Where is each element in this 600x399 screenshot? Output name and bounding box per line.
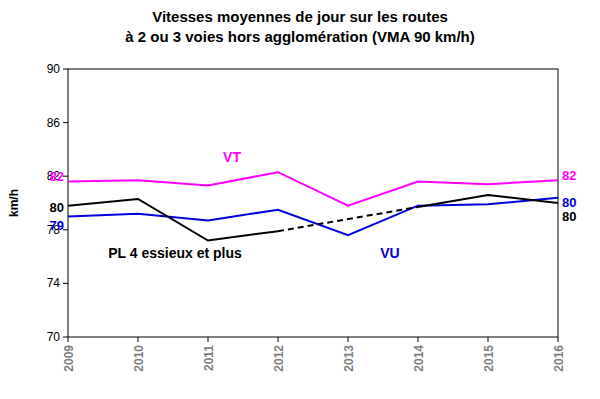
x-tick [558,337,559,342]
data-label: 80 [562,195,576,210]
gap-bridge [278,207,418,231]
x-tick [208,337,209,342]
series-line [418,195,558,207]
y-tick [63,69,68,70]
y-axis-label: km/h [7,189,21,217]
x-tick-label: 2013 [342,345,356,372]
y-tick [63,122,68,123]
x-tick-label: 2009 [62,345,76,372]
series-line [68,198,558,236]
x-tick [278,337,279,342]
x-tick [138,337,139,342]
y-tick-label: 74 [47,276,61,290]
y-tick [63,337,68,338]
plot-frame [68,69,558,337]
series-line [68,199,278,241]
y-tick-label: 70 [47,330,61,344]
x-tick-label: 2016 [552,345,566,372]
data-label: 80 [562,209,576,224]
x-tick-label: 2015 [482,345,496,372]
chart: Vitesses moyennes de jour sur les routes… [0,0,600,399]
series-name: PL 4 essieux et plus [108,245,242,261]
series-name: VU [380,245,399,261]
series-group [68,172,558,240]
data-label: 82 [562,168,576,183]
x-tick-label: 2010 [132,345,146,372]
x-tick-label: 2012 [272,345,286,372]
x-tick-label: 2014 [412,345,426,372]
x-tick [488,337,489,342]
data-label: 80 [50,200,64,215]
y-tick-label: 90 [47,62,61,76]
y-tick [63,283,68,284]
x-tick [418,337,419,342]
x-tick [348,337,349,342]
data-label: 82 [50,169,64,184]
series-name: VT [223,149,241,165]
data-label: 79 [50,218,64,233]
title: Vitesses moyennes de jour sur les routes [152,8,448,25]
title: à 2 ou 3 voies hors agglomération (VMA 9… [125,28,475,45]
x-tick-label: 2011 [202,345,216,371]
y-tick-label: 86 [47,116,61,130]
x-tick [68,337,69,342]
